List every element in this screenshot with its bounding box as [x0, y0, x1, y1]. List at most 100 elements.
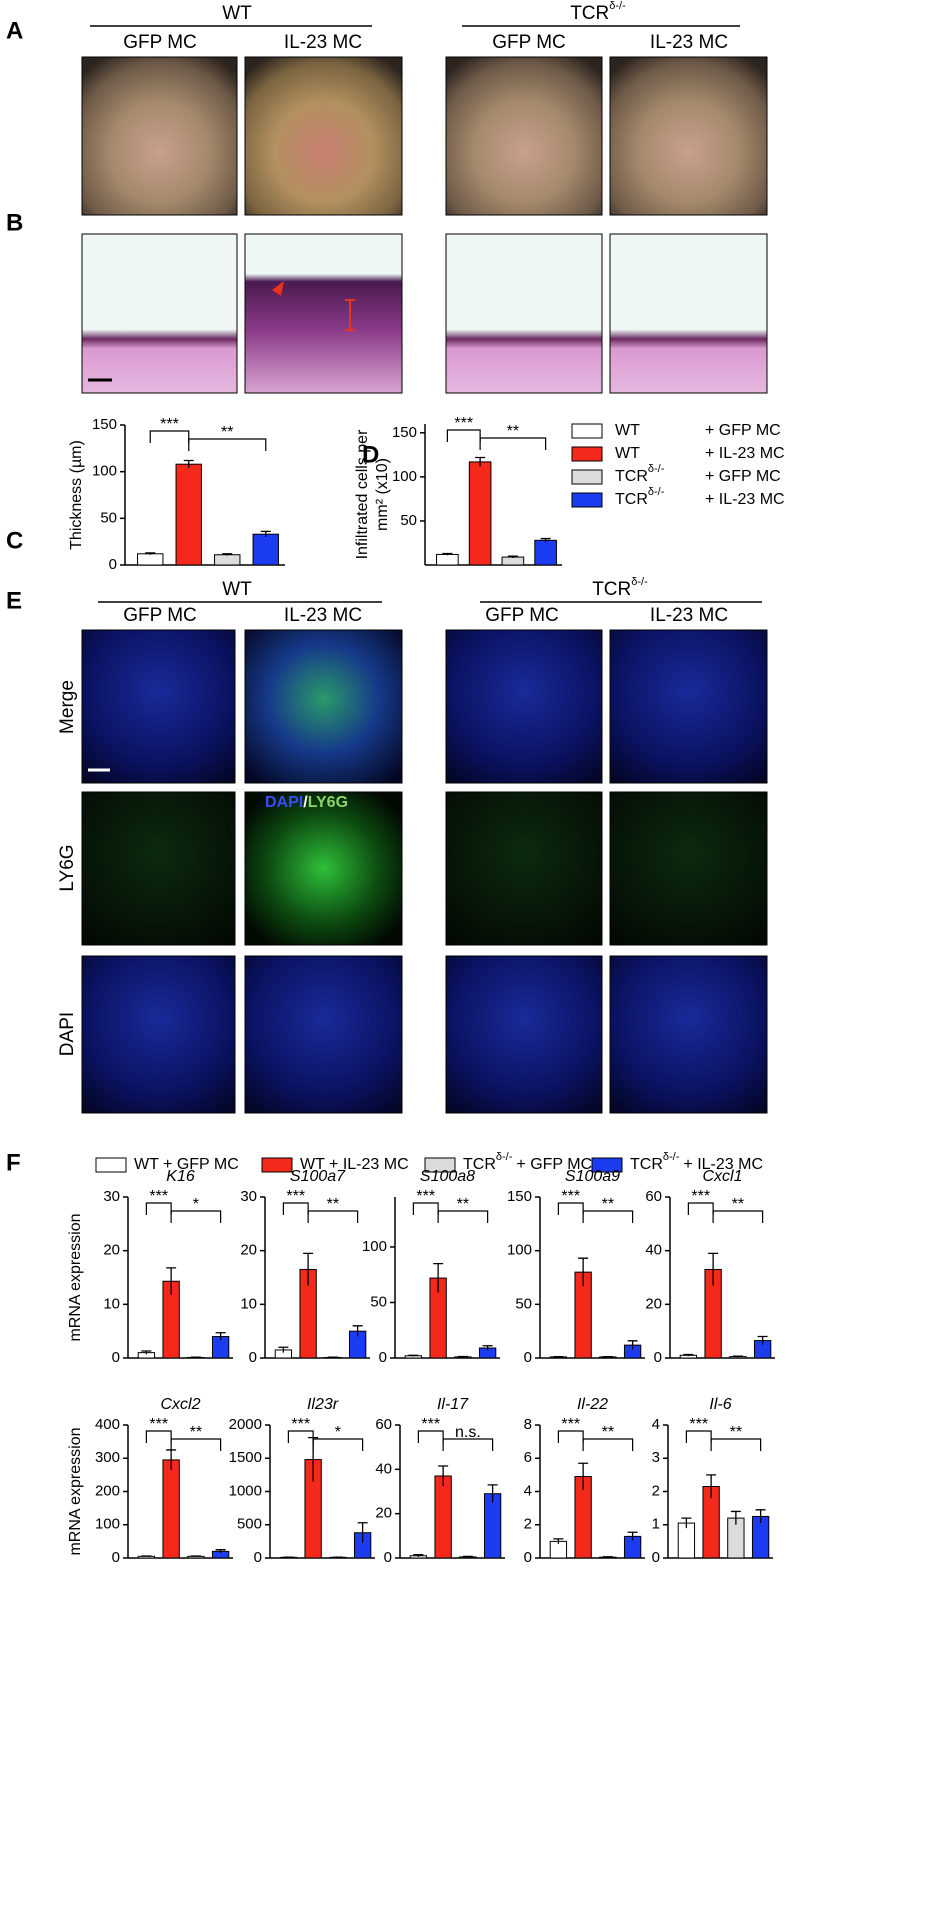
y-tick-label: 500: [237, 1516, 262, 1533]
y-axis-label: mm² (x10): [374, 458, 391, 531]
group-header-text: WT: [222, 579, 252, 600]
fluorescence: [81, 955, 236, 1114]
error-bar: [222, 553, 233, 556]
error-bar: [413, 1554, 424, 1557]
row-label: LY6G: [57, 844, 78, 891]
stain-part: DAPI: [265, 794, 303, 811]
error-bar: [602, 1556, 613, 1558]
significance-bracket: [145, 1202, 172, 1215]
legend-label: WT: [615, 422, 640, 439]
significance-label: *: [335, 1424, 341, 1441]
legend-sup: δ-/-: [648, 486, 665, 498]
group-header: WT: [222, 579, 252, 600]
y-axis-label: mRNA expression: [67, 1213, 84, 1341]
condition-label: GFP MC: [123, 605, 197, 626]
fluorescence: [609, 955, 768, 1114]
chart-title: Il23r: [307, 1396, 339, 1413]
panel-label: E: [6, 587, 22, 614]
thickness-marker: [345, 299, 355, 331]
y-tick-label: 40: [645, 1242, 662, 1259]
error-bar: [215, 1549, 226, 1554]
condition-label: IL-23 MC: [650, 605, 728, 626]
y-axis-label: mRNA expression: [67, 1427, 84, 1555]
bar: [137, 553, 164, 566]
fluorescence: [609, 629, 768, 784]
y-tick-label: 40: [375, 1460, 392, 1477]
arrowhead: [272, 281, 284, 296]
significance-label: ***: [149, 1188, 168, 1205]
significance-bracket: [149, 430, 190, 443]
legend-strain: WT: [615, 445, 640, 462]
significance-bracket: [582, 1438, 634, 1451]
y-tick-label: 50: [100, 509, 117, 526]
group-header-sup: δ-/-: [609, 0, 626, 12]
y-tick-label: 0: [109, 556, 117, 573]
significance-bracket: [710, 1438, 762, 1451]
significance-bracket: [685, 1430, 712, 1443]
significance-label: ***: [561, 1188, 580, 1205]
group-header-text: TCR: [570, 3, 609, 24]
chart-title: Cxcl2: [160, 1396, 200, 1413]
significance-bracket: [442, 1438, 494, 1451]
chart-title: Il-22: [577, 1396, 608, 1413]
y-tick-label: 30: [240, 1188, 257, 1205]
ear-photo: [609, 56, 768, 216]
legend-label-text: WT + GFP MC: [134, 1156, 239, 1173]
error-bar: [145, 552, 156, 555]
condition-label: GFP MC: [123, 32, 197, 53]
significance-bracket: [437, 1210, 489, 1223]
significance-bracket: [687, 1202, 714, 1215]
y-tick-label: 0: [112, 1549, 120, 1566]
bar: [214, 554, 241, 566]
micrographs: [81, 56, 768, 1114]
significance-label: **: [190, 1424, 202, 1441]
significance-bracket: [712, 1210, 764, 1223]
chart-title: S100a7: [290, 1168, 346, 1185]
legend-strain: TCR: [615, 491, 648, 508]
error-bar: [303, 1252, 314, 1286]
significance-bracket: [145, 1430, 172, 1443]
error-bar: [482, 1345, 493, 1351]
ear-photo: [244, 56, 403, 216]
y-tick-label: 2000: [229, 1416, 262, 1433]
significance-bracket: [312, 1438, 364, 1451]
significance-bracket: [446, 429, 481, 442]
error-bar: [141, 1350, 152, 1355]
bar: [252, 533, 279, 566]
legend-label: WT + GFP MC: [134, 1156, 239, 1173]
group-header-text: WT: [222, 3, 252, 24]
legend-treatment: + IL-23 MC: [705, 491, 785, 508]
y-tick-label: 8: [524, 1416, 532, 1433]
legend-label-suffix: + GFP MC: [516, 1156, 592, 1173]
error-bar: [540, 537, 551, 543]
significance-bracket: [582, 1210, 634, 1223]
y-tick-label: 100: [95, 1516, 120, 1533]
y-axis-label: Thickness (µm): [68, 440, 85, 550]
chart-title: Il-17: [437, 1396, 469, 1413]
error-bar: [681, 1517, 692, 1529]
error-bar: [141, 1555, 152, 1557]
y-tick-label: 30: [103, 1188, 120, 1205]
group-header: TCRδ-/-: [570, 0, 626, 24]
error-bar: [602, 1355, 613, 1358]
row-label: Merge: [57, 680, 78, 734]
legend-swatch: [571, 469, 603, 485]
error-bar: [438, 1465, 449, 1486]
legend-treatment: + GFP MC: [705, 422, 781, 439]
y-tick-label: 1: [652, 1516, 660, 1533]
significance-bracket: [170, 1438, 222, 1451]
significance-label: **: [732, 1196, 744, 1213]
error-bar: [433, 1262, 444, 1293]
y-tick-label: 2: [652, 1482, 660, 1499]
significance-label: ***: [561, 1416, 580, 1433]
y-tick-label: 60: [645, 1188, 662, 1205]
error-bar: [732, 1355, 743, 1358]
legend-label: TCRδ-/-: [615, 463, 665, 485]
histology: [445, 233, 603, 394]
y-tick-label: 100: [92, 463, 117, 480]
error-bar: [683, 1353, 694, 1357]
error-bar: [190, 1356, 201, 1358]
bar: [175, 463, 202, 566]
y-tick-label: 0: [379, 1349, 387, 1366]
error-bar: [708, 1252, 719, 1286]
